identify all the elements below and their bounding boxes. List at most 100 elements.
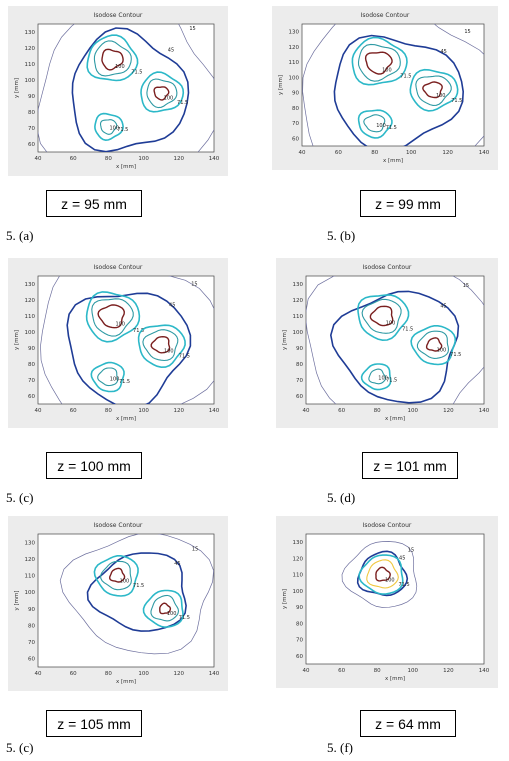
y-tick-label: 80 — [28, 362, 35, 368]
isodose-line-71.5 — [410, 325, 456, 366]
isodose-line-high — [101, 48, 124, 71]
isodose-line-71.5 — [409, 68, 459, 112]
y-tick-label: 60 — [296, 654, 303, 660]
x-tick-label: 100 — [138, 671, 149, 677]
isodose-line-high — [97, 304, 126, 329]
x-tick-label: 80 — [371, 150, 378, 156]
isodose-line-100 — [363, 114, 386, 133]
contour-label: 71.5 — [450, 352, 461, 358]
plot-title: Isodose Contour — [363, 264, 412, 271]
isodose-plot-5: Isodose Contour 40 60 80 100 120 140 60 70 80 90 10… — [8, 516, 228, 691]
x-tick-label: 140 — [479, 150, 490, 156]
isodose-line-15 — [306, 276, 484, 404]
z-depth-label: z = 101 mm — [362, 452, 458, 479]
contour-label: 100 — [385, 577, 395, 583]
isodose-line-45 — [333, 34, 465, 146]
isodose-plot-4: Isodose Contour 40 60 80 100 120 140 60 70 80 90 10… — [276, 258, 498, 428]
x-tick-label: 120 — [174, 671, 185, 677]
y-axis-label: y [mm] — [282, 330, 288, 350]
isodose-plot-2: Isodose Contour 40 60 80 100 120 140 60 70 80 90 10… — [272, 6, 498, 170]
y-tick-label: 90 — [296, 346, 303, 352]
plot-title: Isodose Contour — [363, 522, 412, 529]
panel-caption: 5. (c) — [6, 740, 34, 755]
y-tick-label: 120 — [293, 556, 304, 562]
isodose-line-71.5 — [358, 554, 404, 595]
x-axis-label: x [mm] — [116, 679, 136, 685]
x-tick-label: 40 — [303, 408, 310, 414]
y-tick-label: 110 — [293, 573, 304, 579]
isodose-line-100 — [416, 330, 450, 359]
x-tick-label: 120 — [174, 156, 185, 162]
y-tick-label: 70 — [28, 378, 35, 384]
contour-label: 71.5 — [402, 326, 413, 332]
isodose-line-high — [369, 305, 394, 327]
plot-title: Isodose Contour — [94, 264, 143, 271]
y-tick-label: 60 — [28, 657, 35, 663]
contour-label: 71.5 — [386, 125, 397, 131]
isodose-plot-3: Isodose Contour 40 60 80 100 120 140 60 70 80 90 10… — [8, 258, 228, 428]
contour-label: 71.5 — [179, 354, 190, 360]
isodose-line-71.5 — [86, 34, 139, 82]
contour-label: 45 — [440, 49, 446, 55]
plot-title: Isodose Contour — [361, 12, 410, 19]
y-tick-label: 70 — [292, 121, 299, 127]
isodose-line-71.5 — [140, 71, 185, 113]
z-depth-label: z = 64 mm — [360, 710, 456, 737]
isodose-line-71.5 — [142, 589, 184, 628]
y-tick-label: 100 — [25, 590, 36, 596]
isodose-line-45 — [71, 27, 190, 152]
axes-frame — [305, 275, 485, 405]
y-tick-label: 100 — [289, 75, 300, 81]
isodose-chart-svg: Isodose Contour 40 60 80 100 120 140 60 70 80 90 10… — [14, 522, 220, 685]
y-tick-label: 70 — [28, 126, 35, 132]
y-tick-label: 90 — [292, 91, 299, 97]
y-tick-label: 80 — [296, 621, 303, 627]
contour-label: 100 — [167, 611, 177, 617]
contour-label: 100 — [120, 579, 130, 585]
x-axis-label: x [mm] — [383, 158, 403, 164]
x-axis-label: x [mm] — [116, 164, 136, 170]
y-tick-label: 100 — [25, 78, 36, 84]
z-depth-label: z = 99 mm — [360, 190, 456, 217]
z-depth-label: z = 100 mm — [46, 452, 142, 479]
contour-label: 71.5 — [400, 73, 411, 79]
contour-label: 100 — [164, 348, 174, 354]
contour-label: 100 — [110, 377, 120, 383]
x-tick-label: 40 — [303, 668, 310, 674]
axes-frame — [37, 23, 215, 153]
isodose-line-100 — [99, 119, 118, 135]
contour-label: 45 — [174, 561, 180, 567]
isodose-line-15 — [40, 276, 214, 404]
contour-label: 71.5 — [131, 70, 142, 76]
contour-label: 15 — [189, 26, 195, 32]
y-tick-label: 120 — [25, 298, 36, 304]
y-tick-label: 120 — [25, 557, 36, 563]
y-tick-label: 90 — [296, 605, 303, 611]
y-tick-label: 100 — [25, 330, 36, 336]
plot-title: Isodose Contour — [94, 522, 143, 529]
x-tick-label: 140 — [209, 671, 220, 677]
x-tick-label: 60 — [338, 668, 345, 674]
isodose-line-71.5 — [357, 294, 410, 342]
contour-label: 100 — [115, 64, 125, 70]
x-tick-label: 100 — [408, 668, 419, 674]
y-axis-label: y [mm] — [278, 75, 284, 95]
x-tick-label: 120 — [174, 408, 185, 414]
isodose-line-high — [108, 567, 126, 583]
x-tick-label: 60 — [70, 156, 77, 162]
x-tick-label: 120 — [443, 408, 454, 414]
isodose-line-100 — [415, 75, 452, 106]
y-tick-label: 130 — [25, 282, 36, 288]
y-tick-label: 90 — [28, 346, 35, 352]
panel-caption: 5. (f) — [327, 740, 353, 755]
contour-label: 15 — [408, 548, 414, 554]
isodose-line-15 — [38, 24, 214, 152]
y-tick-label: 90 — [28, 94, 35, 100]
isodose-line-100 — [368, 368, 387, 385]
contour-label: 15 — [191, 281, 197, 287]
plot-title: Isodose Contour — [94, 12, 143, 19]
y-axis-label: y [mm] — [282, 589, 288, 609]
isodose-line-high — [425, 337, 443, 352]
x-tick-label: 80 — [105, 156, 112, 162]
contour-label: 45 — [399, 556, 405, 562]
